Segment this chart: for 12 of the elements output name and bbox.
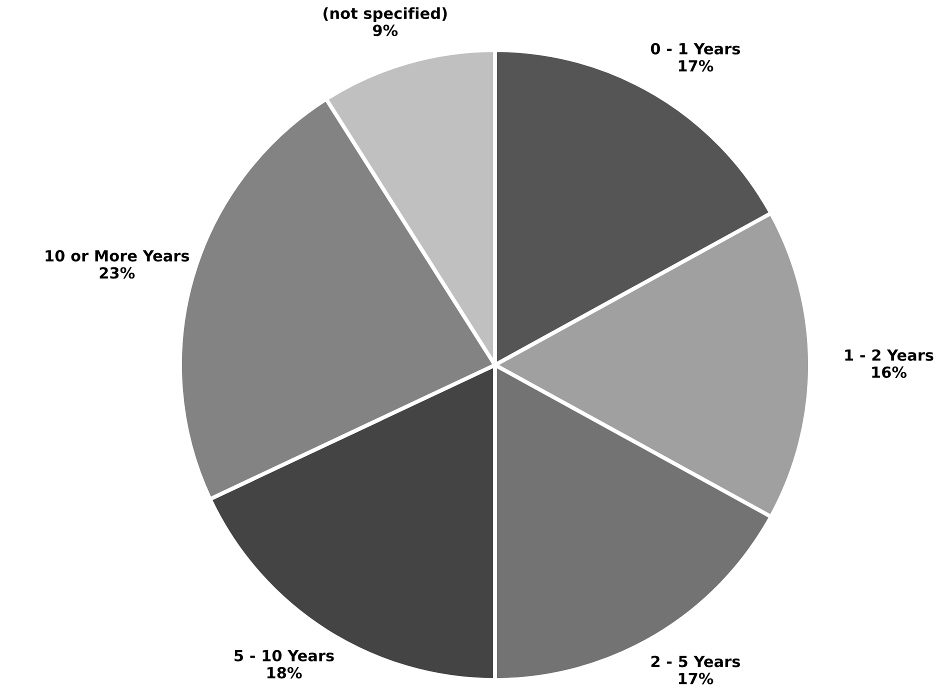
slice-label: 0 - 1 Years: [650, 42, 740, 54]
data-label: 16%: [872, 366, 907, 378]
data-label: 17%: [678, 60, 714, 72]
slice-label: (not specified): [324, 7, 447, 22]
data-label: 23%: [100, 267, 135, 279]
slice-label: 2 - 5 Years: [651, 656, 740, 668]
slice-label: 10 or More Years: [46, 250, 190, 262]
slice-label: 5 - 10 Years: [234, 650, 334, 662]
slice-label: 1 - 2 Years: [845, 349, 934, 361]
data-label: 17%: [678, 672, 714, 684]
data-label: 18%: [267, 666, 302, 679]
data-label: 9%: [372, 24, 398, 36]
